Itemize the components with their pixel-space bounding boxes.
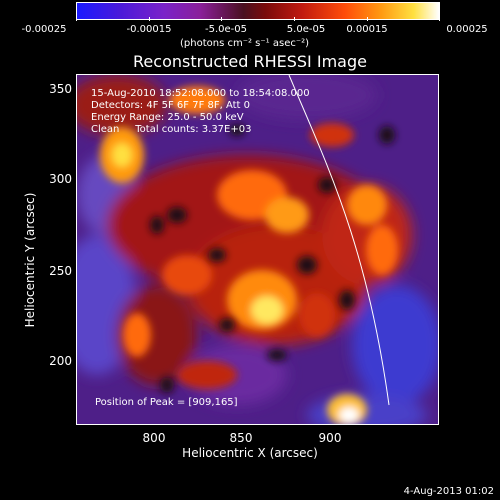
rhessi-image-plot: 15-Aug-2010 18:52:08.000 to 18:54:08.000…: [76, 74, 439, 425]
colorbar-tick-label: -0.00015: [126, 24, 172, 35]
colorbar: [76, 2, 440, 20]
y-tick-label: 350: [49, 82, 72, 96]
x-tick-label: 900: [318, 431, 342, 445]
colorbar-tick-mark: [439, 17, 440, 21]
colorbar-tick-mark: [221, 17, 222, 21]
rhessi-image-map: [77, 75, 438, 424]
colorbar-tick-label: -0.00025: [21, 24, 67, 35]
detectors-text: Detectors: 4F 5F 6F 7F 8F, Att 0: [91, 100, 251, 111]
x-tick-label: 800: [142, 431, 166, 445]
x-tick-label: 850: [229, 431, 253, 445]
time-range-text: 15-Aug-2010 18:52:08.000 to 18:54:08.000: [91, 88, 310, 99]
colorbar-tick-mark: [76, 17, 77, 21]
energy-range-text: Energy Range: 25.0 - 50.0 keV: [91, 112, 244, 123]
solar-limb-line: [288, 75, 390, 406]
colorbar-tick-mark: [149, 17, 150, 21]
timestamp: 4-Aug-2013 01:02: [403, 486, 494, 497]
colorbar-tick-mark: [367, 17, 368, 21]
colorbar-tick-label: 0.00015: [346, 24, 388, 35]
colorbar-unit-label: (photons cm⁻² s⁻¹ asec⁻²): [180, 38, 310, 49]
y-tick-label: 250: [49, 264, 72, 278]
y-tick-label: 300: [49, 172, 72, 186]
colorbar-tick-label: -5.0e-05: [205, 24, 247, 35]
colorbar-tick-label: 0.00025: [446, 24, 488, 35]
clean-counts-text: Clean Total counts: 3.37E+03: [91, 124, 252, 135]
colorbar-tick-label: 5.0e-05: [286, 24, 326, 35]
x-axis-label: Heliocentric X (arcsec): [182, 446, 318, 460]
peak-position-text: Position of Peak = [909,165]: [95, 397, 238, 408]
y-tick-label: 200: [49, 354, 72, 368]
colorbar-tick-mark: [294, 17, 295, 21]
image-title: Reconstructed RHESSI Image: [133, 52, 367, 71]
y-axis-label: Heliocentric Y (arcsec): [23, 192, 37, 328]
